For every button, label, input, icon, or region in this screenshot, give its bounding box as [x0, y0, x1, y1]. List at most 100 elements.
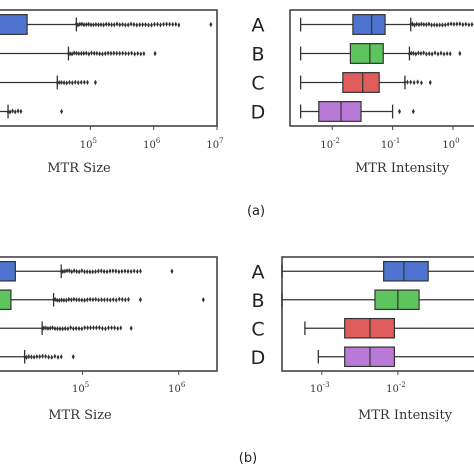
outlier-point — [94, 21, 98, 28]
outlier-point — [130, 50, 134, 56]
outlier-point — [111, 296, 115, 303]
outlier-point — [76, 80, 80, 86]
outlier-point — [461, 22, 465, 28]
outlier-point — [430, 51, 434, 57]
outlier-point — [470, 21, 474, 28]
group-label: D — [251, 347, 266, 369]
outlier-point — [153, 50, 157, 57]
outlier-point — [100, 297, 103, 303]
outlier-point — [82, 79, 86, 85]
caption-b: (b) — [239, 451, 257, 466]
outlier-point — [120, 296, 124, 303]
outlier-point — [109, 50, 113, 56]
outlier-point — [411, 21, 414, 27]
group-d — [0, 104, 64, 119]
group-c: C — [251, 317, 474, 340]
outlier-point — [428, 79, 432, 86]
outlier-point — [61, 268, 65, 275]
tick-label: 105 — [80, 137, 97, 151]
outlier-point — [127, 51, 131, 57]
outlier-point — [77, 50, 81, 57]
outlier-point — [114, 297, 118, 303]
outlier-point — [403, 79, 407, 85]
outlier-point — [136, 50, 140, 57]
outlier-point — [101, 325, 104, 331]
outlier-point — [409, 79, 413, 85]
outlier-point — [442, 51, 446, 57]
outlier-point — [52, 296, 56, 302]
outlier-point — [92, 325, 95, 331]
outlier-point — [91, 269, 95, 275]
outlier-point — [48, 325, 52, 331]
outlier-point — [69, 325, 73, 331]
outlier-point — [87, 51, 91, 57]
outlier-point — [441, 22, 444, 28]
outlier-point — [80, 268, 84, 274]
outlier-point — [107, 21, 111, 27]
outlier-point — [126, 268, 130, 274]
outlier-point — [111, 268, 115, 274]
group-b — [0, 46, 157, 61]
outlier-point — [75, 297, 78, 303]
outlier-point — [19, 108, 23, 114]
outlier-point — [138, 22, 142, 28]
outlier-point — [25, 354, 28, 360]
outlier-point — [98, 325, 101, 331]
outlier-point — [6, 109, 10, 115]
outlier-point — [419, 21, 423, 27]
outlier-point — [75, 50, 78, 56]
outlier-point — [162, 21, 165, 27]
outlier-point — [110, 325, 113, 331]
panel-a-size: 105 106 107 MTR Size — [0, 9, 224, 176]
outlier-point — [427, 51, 431, 57]
outlier-point — [201, 296, 205, 303]
outlier-point — [97, 22, 100, 28]
caption-a: (a) — [247, 204, 265, 219]
outlier-point — [44, 325, 48, 331]
group-a: A — [252, 260, 474, 283]
outlier-point — [70, 269, 74, 275]
outlier-point — [60, 297, 63, 303]
outlier-point — [168, 21, 172, 27]
outlier-point — [44, 353, 47, 360]
group-label: A — [252, 15, 265, 37]
outlier-point — [409, 50, 413, 56]
outlier-point — [98, 51, 102, 57]
group-b — [0, 289, 205, 311]
box — [374, 289, 420, 311]
group-c — [0, 321, 133, 336]
outlier-point — [99, 22, 103, 28]
outlier-point — [56, 326, 59, 332]
outlier-point — [83, 297, 86, 303]
outlier-point — [67, 296, 71, 302]
outlier-point — [150, 22, 153, 28]
outlier-point — [57, 297, 61, 303]
box — [0, 14, 28, 35]
group-a — [0, 14, 213, 35]
outlier-point — [449, 21, 453, 27]
outlier-point — [138, 296, 142, 303]
group-d — [0, 349, 75, 364]
outlier-point — [102, 22, 105, 28]
outlier-point — [424, 22, 428, 28]
outlier-point — [77, 297, 81, 303]
outlier-point — [458, 21, 462, 27]
box — [0, 260, 16, 282]
outlier-point — [108, 297, 112, 303]
outlier-point — [60, 79, 63, 86]
outlier-point — [94, 268, 97, 275]
outlier-point — [118, 50, 122, 57]
tick-label: 10-2 — [386, 381, 406, 395]
outlier-point — [129, 268, 133, 275]
outlier-point — [80, 326, 84, 332]
outlier-point — [77, 325, 81, 332]
panel-b-size: 105 106 MTR Size — [0, 256, 218, 423]
outlier-point — [80, 21, 84, 27]
group-c: C — [251, 72, 432, 95]
outlier-point — [435, 22, 439, 28]
outlier-point — [53, 296, 57, 303]
outlier-point — [123, 297, 127, 303]
outlier-point — [84, 50, 88, 56]
outlier-point — [417, 22, 421, 28]
